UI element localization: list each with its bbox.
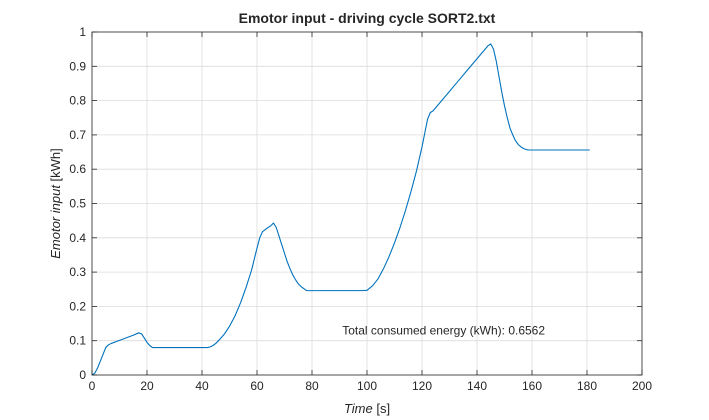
y-tick-label: 0.5 bbox=[69, 197, 86, 211]
y-axis-label: Emotor input [kWh] bbox=[48, 148, 63, 259]
x-axis-label-unit: [s] bbox=[373, 401, 390, 416]
total-energy-annotation: Total consumed energy (kWh): 0.6562 bbox=[342, 323, 545, 337]
x-axis-label: Time [s] bbox=[344, 401, 390, 416]
x-tick-label: 120 bbox=[412, 379, 432, 393]
x-tick-label: 0 bbox=[89, 379, 96, 393]
series-line bbox=[91, 43, 590, 376]
x-axis-label-main: Time bbox=[344, 401, 373, 416]
x-tick-label: 20 bbox=[140, 379, 154, 393]
x-tick-label: 40 bbox=[195, 379, 209, 393]
tick-labels: 0 20 40 60 80 100 120 140 160 180 200 0 0.1 0.2 0.3 0.4… bbox=[69, 25, 652, 393]
y-tick-label: 0.4 bbox=[69, 231, 86, 245]
y-axis-label-main: Emotor input bbox=[48, 184, 63, 259]
y-tick-label: 0 bbox=[79, 368, 86, 382]
x-tick-label: 180 bbox=[577, 379, 597, 393]
y-tick-label: 0.3 bbox=[69, 265, 86, 279]
y-axis-label-unit: [kWh] bbox=[48, 148, 63, 185]
x-tick-label: 160 bbox=[522, 379, 542, 393]
series-layer bbox=[91, 43, 590, 376]
y-tick-label: 0.9 bbox=[69, 59, 86, 73]
x-tick-label: 140 bbox=[467, 379, 487, 393]
x-tick-label: 200 bbox=[632, 379, 652, 393]
chart-title: Emotor input - driving cycle SORT2.txt bbox=[239, 10, 496, 26]
y-tick-label: 0.7 bbox=[69, 128, 86, 142]
y-tick-label: 0.6 bbox=[69, 162, 86, 176]
x-tick-label: 60 bbox=[250, 379, 264, 393]
y-tick-label: 0.8 bbox=[69, 94, 86, 108]
y-tick-label: 0.1 bbox=[69, 334, 86, 348]
x-tick-label: 80 bbox=[305, 379, 319, 393]
y-tick-label: 0.2 bbox=[69, 299, 86, 313]
y-tick-label: 1 bbox=[79, 25, 86, 39]
ticks bbox=[91, 31, 643, 376]
x-tick-label: 100 bbox=[357, 379, 377, 393]
